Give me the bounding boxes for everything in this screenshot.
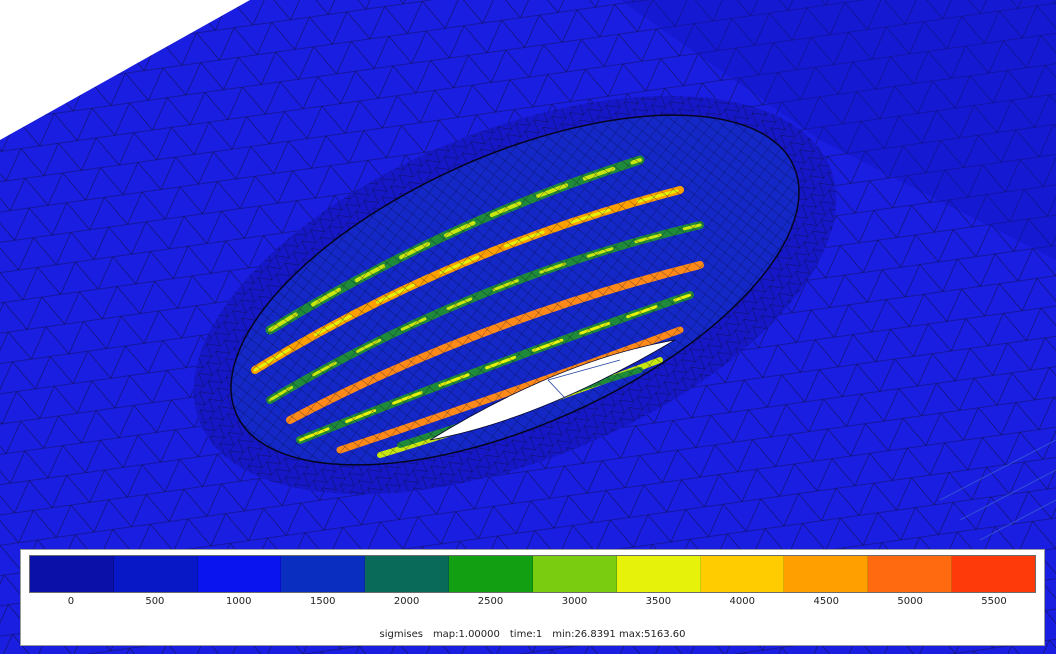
colorbar-swatch (197, 556, 282, 592)
result-field-label: sigmises (379, 629, 423, 640)
bore-opening (429, 339, 676, 441)
colorbar-swatch (113, 556, 198, 592)
colorbar-swatch (365, 556, 450, 592)
result-status-line: sigmises map:1.00000 time:1 min:26.8391 max… (21, 629, 1044, 640)
colorbar-tick-label: 4000 (729, 596, 756, 607)
range-label: min:26.8391 max:5163.60 (552, 629, 686, 640)
bore-edge-line (547, 359, 621, 399)
colorbar (29, 555, 1036, 593)
plate-shade (620, 0, 1056, 260)
color-legend-panel: 0 500 1000 1500 2000 2500 3000 3500 4000 4500 5000… (20, 549, 1045, 646)
plate-streaks (939, 439, 1056, 541)
colorbar-tick-label: 1000 (226, 596, 252, 607)
colorbar-swatch (30, 556, 114, 592)
colorbar-tick-label: 3500 (645, 596, 672, 607)
colorbar-swatch (952, 556, 1035, 592)
colorbar-tick-label: 5500 (981, 596, 1007, 607)
map-scale-label: map:1.00000 (432, 629, 500, 640)
colorbar-tick-label: 1500 (309, 596, 336, 607)
hole-wall-edge (230, 114, 800, 466)
colorbar-swatch (700, 556, 785, 592)
colorbar-tick-label: 500 (145, 596, 165, 607)
time-label: time:1 (509, 629, 543, 640)
colorbar-tick-label: 2000 (393, 596, 420, 607)
colorbar-tick-labels: 0 500 1000 1500 2000 2500 3000 3500 4000 4500 5000… (29, 596, 1036, 612)
hole-wall-grid (231, 115, 799, 465)
colorbar-tick-label: 2500 (477, 596, 504, 607)
colorbar-tick-label: 3000 (561, 596, 588, 607)
colorbar-swatch (449, 556, 533, 592)
colorbar-tick-label: 0 (67, 596, 75, 607)
colorbar-swatch (784, 556, 869, 592)
colorbar-tick-label: 4500 (813, 596, 839, 607)
colorbar-tick-label: 5000 (897, 596, 923, 607)
colorbar-swatch (532, 556, 617, 592)
colorbar-swatch (616, 556, 701, 592)
colorbar-swatch (868, 556, 953, 592)
colorbar-swatch (281, 556, 366, 592)
